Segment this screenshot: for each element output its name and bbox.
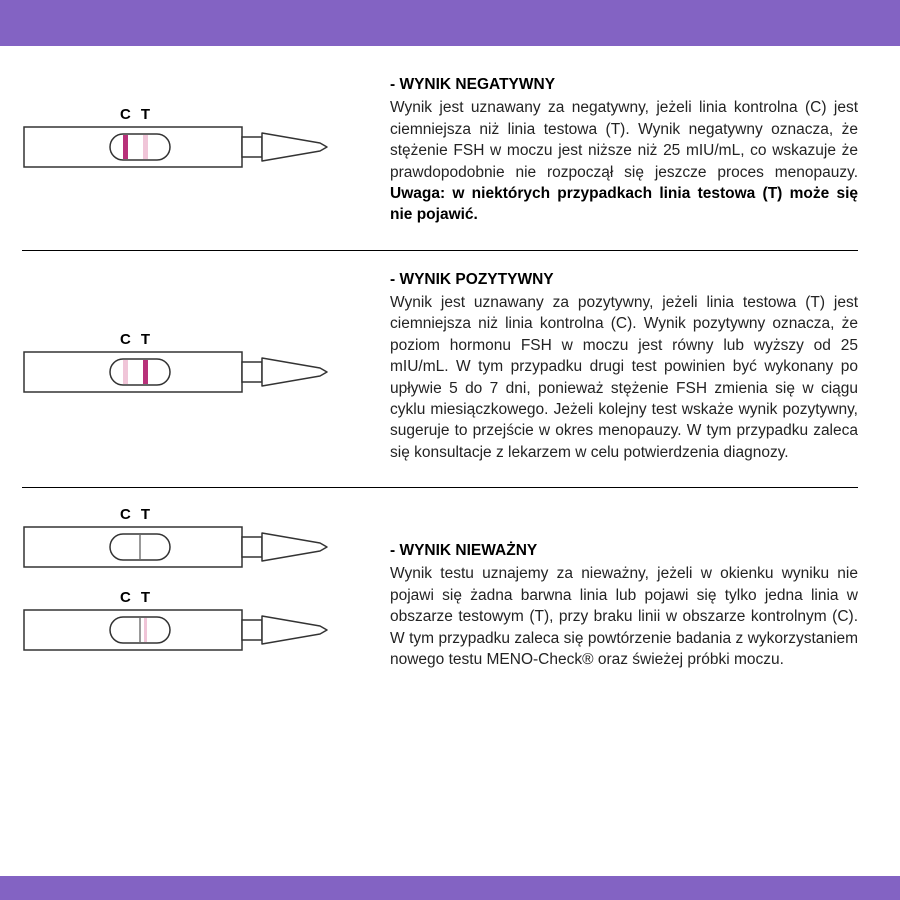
note-negative: Uwaga: w niektórych przypadkach linia te… [390, 185, 858, 223]
text-negative: - WYNIK NEGATYWNY Wynik jest uznawany za… [390, 74, 858, 226]
heading-negative: - WYNIK NEGATYWNY [390, 74, 858, 95]
top-purple-bar [0, 0, 900, 46]
document-content: CT - WYNIK NEGATYWNY Wynik jest uznawany… [0, 46, 900, 876]
ct-labels: CT [120, 506, 342, 523]
text-positive: - WYNIK POZYTYWNY Wynik jest uznawany za… [390, 269, 858, 463]
section-invalid: CT CT [22, 506, 858, 690]
bottom-purple-bar [0, 876, 900, 900]
ct-labels: CT [120, 106, 342, 123]
text-invalid: - WYNIK NIEWAŻNY Wynik testu uznajemy za… [390, 506, 858, 672]
heading-invalid: - WYNIK NIEWAŻNY [390, 540, 858, 561]
heading-positive: - WYNIK POZYTYWNY [390, 269, 858, 290]
diagram-positive: CT [22, 269, 362, 463]
test-device-invalid-1 [22, 525, 342, 569]
body-negative: Wynik jest uznawany za negatywny, jeżeli… [390, 99, 858, 180]
section-positive: CT - WYNIK POZYTYWNY Wynik jest uznawany… [22, 269, 858, 481]
body-positive: Wynik jest uznawany za pozytywny, jeżeli… [390, 294, 858, 461]
section-negative: CT - WYNIK NEGATYWNY Wynik jest uznawany… [22, 74, 858, 244]
test-device-negative [22, 125, 342, 169]
divider-2 [22, 487, 858, 488]
body-invalid: Wynik testu uznajemy za nieważny, jeżeli… [390, 565, 858, 668]
divider-1 [22, 250, 858, 251]
ct-labels: CT [120, 589, 342, 606]
test-device-invalid-2 [22, 608, 342, 652]
diagram-invalid: CT CT [22, 506, 362, 672]
test-device-positive [22, 350, 342, 394]
ct-labels: CT [120, 331, 342, 348]
diagram-negative: CT [22, 74, 362, 226]
